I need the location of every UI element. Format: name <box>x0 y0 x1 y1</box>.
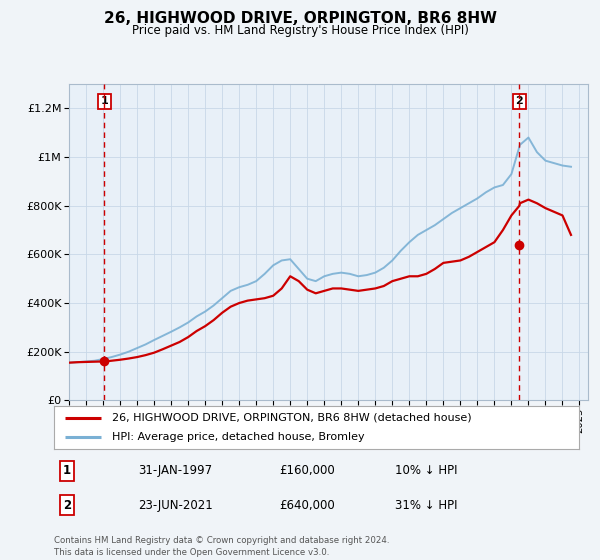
Text: 1: 1 <box>101 96 108 106</box>
Text: 26, HIGHWOOD DRIVE, ORPINGTON, BR6 8HW (detached house): 26, HIGHWOOD DRIVE, ORPINGTON, BR6 8HW (… <box>112 413 472 423</box>
Text: 23-JUN-2021: 23-JUN-2021 <box>138 498 213 512</box>
Text: 2: 2 <box>515 96 523 106</box>
Text: £160,000: £160,000 <box>280 464 335 478</box>
Text: 2: 2 <box>63 498 71 512</box>
Text: This data is licensed under the Open Government Licence v3.0.: This data is licensed under the Open Gov… <box>54 548 329 557</box>
Text: Contains HM Land Registry data © Crown copyright and database right 2024.: Contains HM Land Registry data © Crown c… <box>54 536 389 545</box>
Text: HPI: Average price, detached house, Bromley: HPI: Average price, detached house, Brom… <box>112 432 364 442</box>
Text: 26, HIGHWOOD DRIVE, ORPINGTON, BR6 8HW: 26, HIGHWOOD DRIVE, ORPINGTON, BR6 8HW <box>104 11 497 26</box>
Text: 1: 1 <box>63 464 71 478</box>
Text: 10% ↓ HPI: 10% ↓ HPI <box>395 464 458 478</box>
Text: 31-JAN-1997: 31-JAN-1997 <box>138 464 212 478</box>
Text: £640,000: £640,000 <box>280 498 335 512</box>
Text: Price paid vs. HM Land Registry's House Price Index (HPI): Price paid vs. HM Land Registry's House … <box>131 24 469 37</box>
Text: 31% ↓ HPI: 31% ↓ HPI <box>395 498 458 512</box>
